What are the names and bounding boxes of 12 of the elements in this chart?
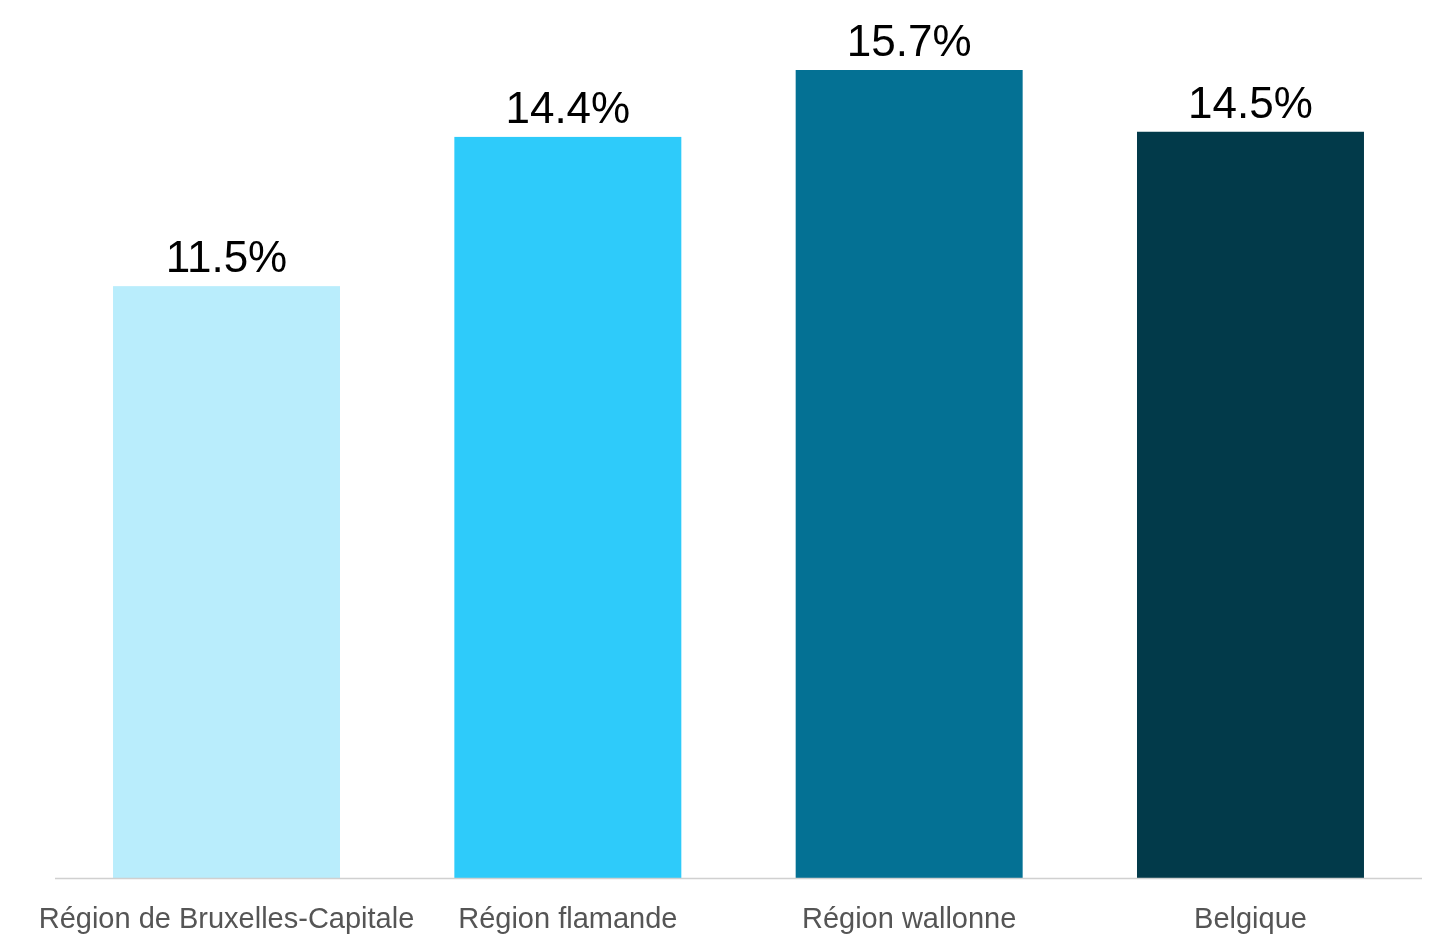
data-label: 14.5% [1188, 77, 1313, 127]
x-tick-label: Région flamande [458, 902, 678, 934]
data-label: 14.4% [505, 82, 631, 132]
data-label: 15.7% [846, 16, 972, 65]
data-label: 11.5% [165, 232, 288, 282]
x-tick-label: Belgique [1194, 902, 1307, 934]
bar [795, 70, 1023, 878]
bar [113, 286, 341, 878]
x-tick-label: Région de Bruxelles-Capitale [38, 902, 415, 934]
bar [1136, 131, 1364, 878]
bar [454, 136, 682, 878]
x-tick-label: Région wallonne [801, 902, 1017, 934]
